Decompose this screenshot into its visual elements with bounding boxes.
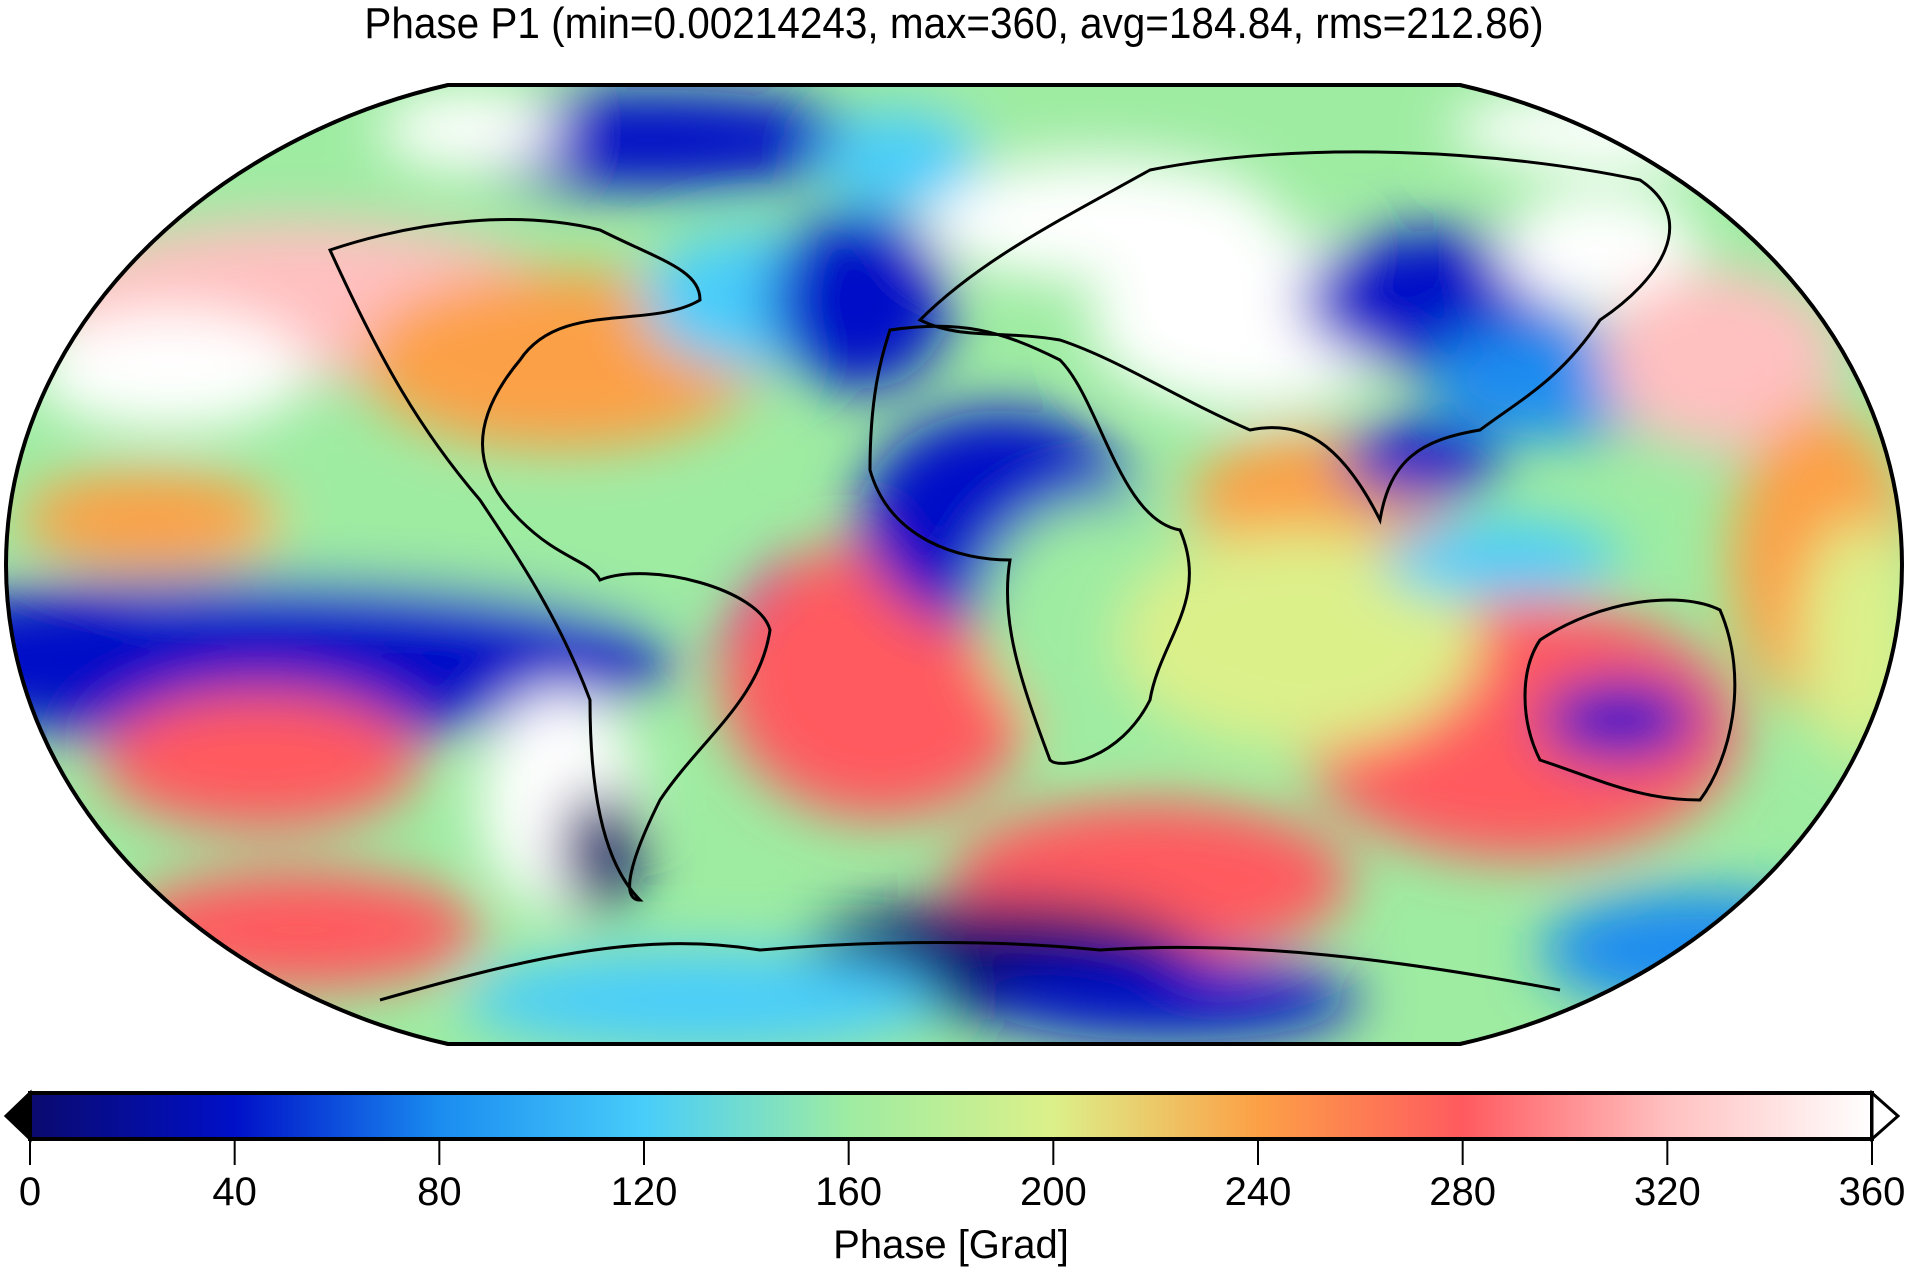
phase-region [460, 950, 940, 1044]
colorbar-tick-label: 0 [19, 1170, 41, 1214]
colorbar-tick-label: 280 [1429, 1170, 1496, 1214]
phase-region [940, 85, 1260, 140]
phase-region [560, 790, 640, 910]
colorbar-gradient [28, 1091, 1874, 1141]
coastline [1523, 598, 1737, 802]
coastline [327, 218, 772, 902]
phase-region [30, 310, 310, 430]
colorbar-tick-label: 80 [417, 1170, 462, 1214]
map-frame [3, 83, 1905, 1046]
coastline [868, 324, 1191, 765]
colorbar-extend-max [1870, 1089, 1901, 1143]
colorbar-label: Phase [Grad] [833, 1223, 1069, 1267]
phase-region [1540, 680, 1700, 760]
coastline [379, 941, 1561, 1002]
phase-region [100, 690, 420, 830]
chart-title: Phase P1 (min=0.00214243, max=360, avg=1… [364, 0, 1544, 48]
phase-region [120, 870, 480, 990]
phase-region [820, 110, 980, 210]
phase-region [6, 580, 670, 740]
colorbar-tick-label: 240 [1225, 1170, 1292, 1214]
phase-region [20, 470, 280, 570]
phase-region [1540, 890, 1860, 1010]
coastline [917, 150, 1672, 525]
colorbar: 0 40 80 120 160 200 240 280 320 360 Phase [Grad] [3, 1089, 1906, 1267]
colorbar-tick-label: 320 [1634, 1170, 1701, 1214]
phase-region [1600, 270, 1840, 450]
phase-region [770, 210, 950, 390]
phase-region [1380, 520, 1620, 600]
colorbar-tick-label: 360 [1839, 1170, 1906, 1214]
phase-region [1340, 420, 1500, 500]
phase-region [1500, 190, 1700, 310]
colorbar-tick-label: 200 [1020, 1170, 1087, 1214]
colorbar-tick-label: 120 [611, 1170, 678, 1214]
phase-map [6, 85, 1902, 1044]
colorbar-tick-label: 40 [212, 1170, 257, 1214]
colorbar-extend-min [3, 1089, 32, 1143]
phase-region [380, 90, 560, 170]
phase-region [980, 960, 1360, 1040]
colorbar-tick-label: 160 [815, 1170, 882, 1214]
phase-region [1120, 530, 1480, 750]
